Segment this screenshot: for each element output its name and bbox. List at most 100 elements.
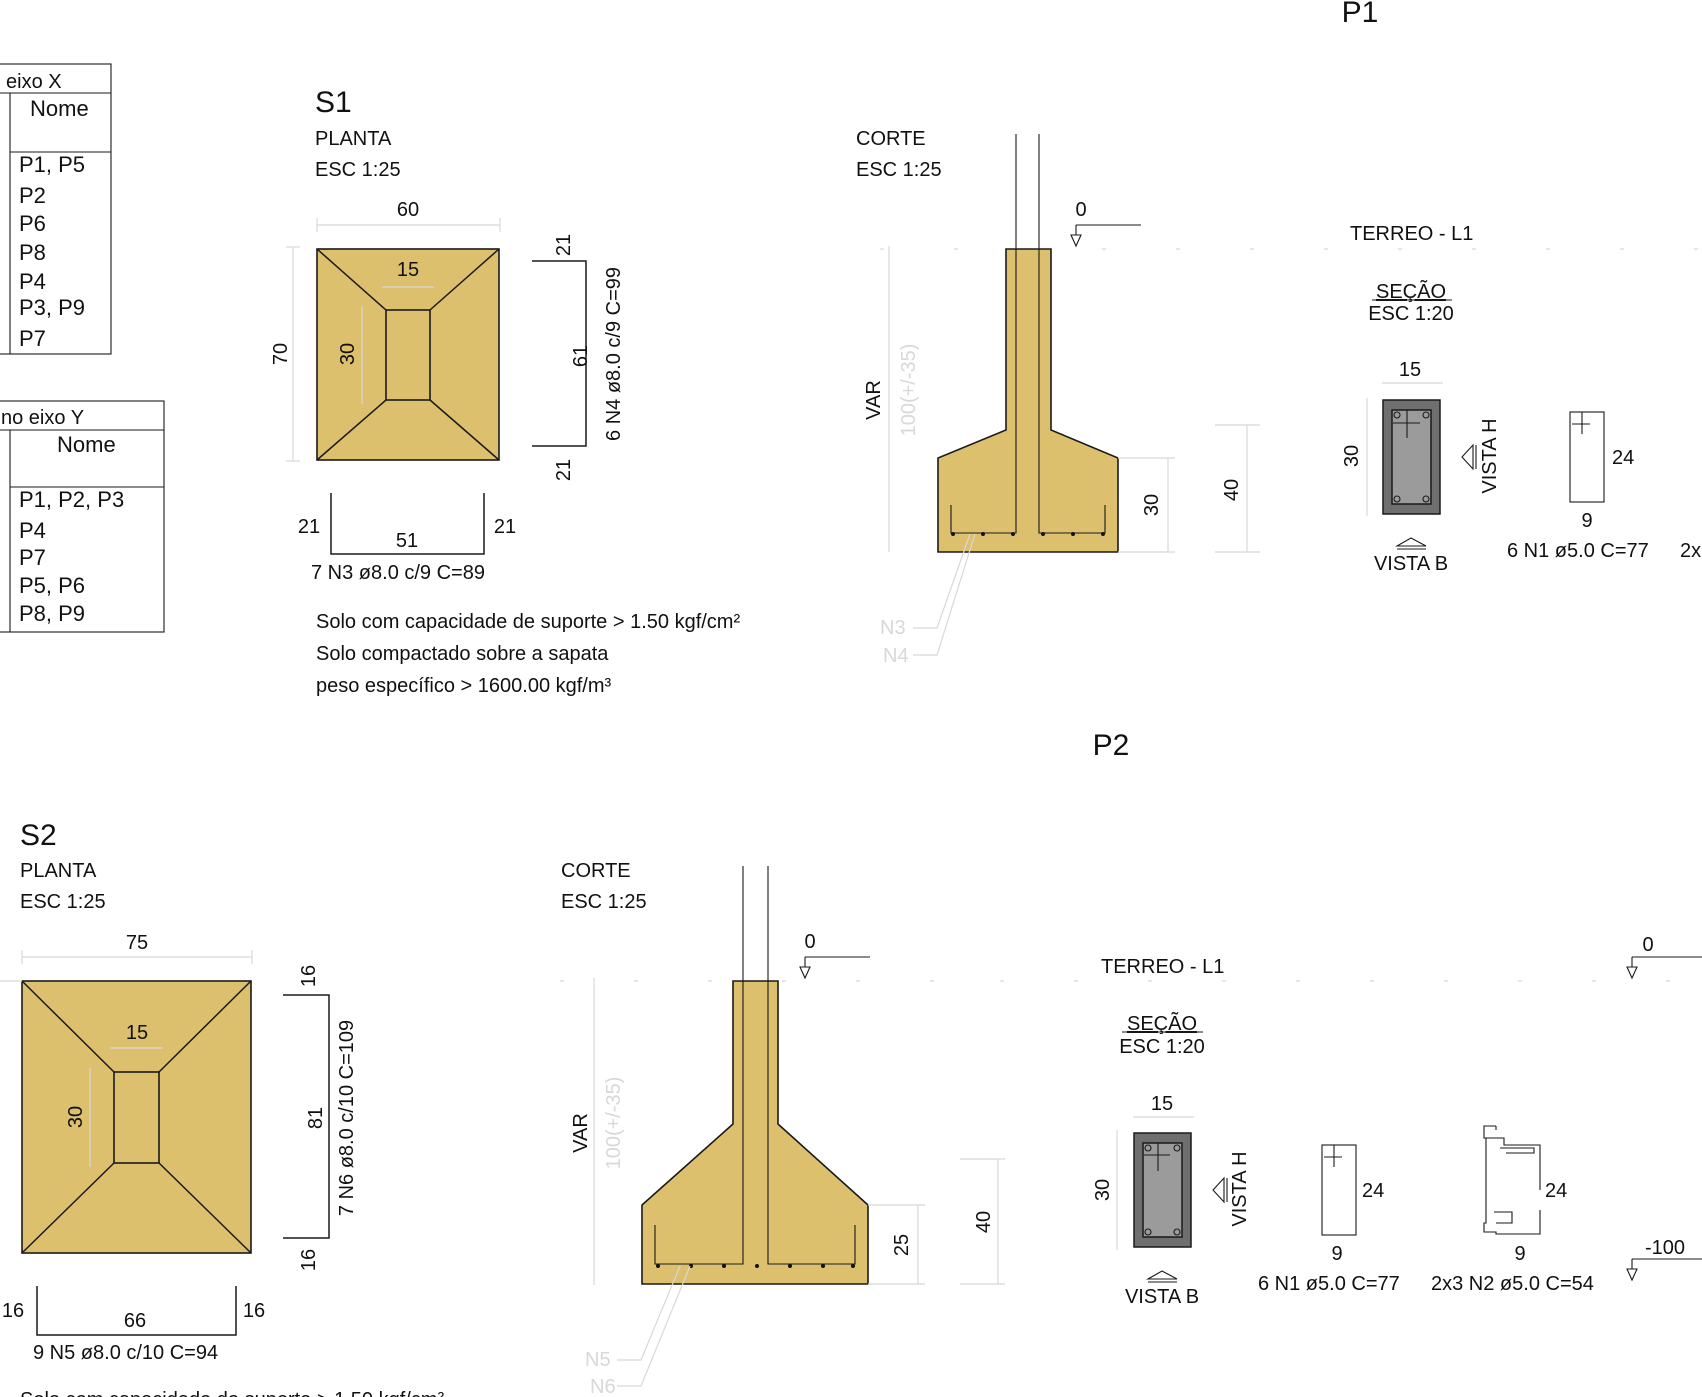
s2-level-marker (799, 966, 811, 980)
p2-view-h: VISTA H (1229, 1151, 1251, 1226)
p1-section-scale: ESC 1:20 (1368, 303, 1454, 325)
table-y-row: P7 (19, 545, 46, 570)
p2-title: P2 (1093, 729, 1130, 762)
s2-side-bot: 16 (298, 1249, 320, 1271)
s2-callout-a: N5 (585, 1349, 611, 1371)
p2-pillar-section (1142, 1142, 1183, 1238)
s2-side-top: 16 (298, 965, 320, 987)
s1-corte-scale: ESC 1:25 (856, 159, 942, 181)
s2-note: Solo com capacidade de suporte > 1.50 kg… (20, 1389, 444, 1397)
s2-footing-section (641, 980, 869, 1285)
table-x-row: P6 (19, 211, 46, 236)
p1-stirrup-shape (1569, 411, 1605, 503)
s2-section: CORTE ESC 1:25 0 VAR 100(+/-35) 25 (560, 860, 1005, 1397)
p2-section-scale: ESC 1:20 (1119, 1036, 1205, 1058)
s1-side-bot: 21 (553, 459, 575, 481)
s2-level-label: 0 (804, 931, 815, 953)
s2-plan-scale: ESC 1:25 (20, 891, 106, 913)
s1-pillar-outline (385, 309, 431, 401)
s1-title: S1 (315, 86, 352, 119)
table-y-title: no eixo Y (1, 407, 84, 429)
s2-corte-title: CORTE (561, 860, 631, 882)
table-x-row: P1, P5 (19, 152, 85, 177)
s1-plan-title: PLANTA (315, 128, 392, 150)
table-eixo-x: eixo X Nome P1, P5 P2 P6 P8 P4 P3, P9 P7 (0, 63, 112, 355)
p2-pillar: P2 TERREO - L1 SEÇÃO ESC 1:20 15 30 VIST… (1000, 729, 1702, 1308)
p1-title: P1 (1342, 0, 1379, 29)
s1-note: peso específico > 1600.00 kgf/m³ (316, 675, 612, 697)
s1-callout-a: N3 (880, 617, 906, 639)
p1-view-h: VISTA H (1479, 418, 1501, 493)
p2-section-title: SEÇÃO (1127, 1011, 1197, 1035)
p2-stirrup1-shape (1321, 1144, 1357, 1236)
p2-level-top: 0 (1642, 934, 1653, 956)
s1-corte-title: CORTE (856, 128, 926, 150)
s1-note: Solo com capacidade de suporte > 1.50 kg… (316, 611, 740, 633)
s1-width-dim: 60 (397, 199, 419, 221)
table-y-row: P8, P9 (19, 601, 85, 626)
table-eixo-y: no eixo Y Nome P1, P2, P3 P4 P7 P5, P6 P… (0, 400, 165, 633)
p1-section-title: SEÇÃO (1376, 279, 1446, 303)
p1-stirrup-w: 9 (1581, 510, 1592, 532)
p1-width: 15 (1399, 359, 1421, 381)
s1-note: Solo compactado sobre a sapata (316, 643, 609, 665)
s2-corte-scale: ESC 1:25 (561, 891, 647, 913)
p1-pillar: P1 TERREO - L1 SEÇÃO ESC 1:20 15 30 VIST… (1250, 0, 1702, 575)
s1-rebar-dots (951, 532, 1105, 536)
s2-side-mid: 81 (305, 1107, 327, 1129)
s1-bar-n4-shape (532, 260, 587, 447)
p1-height: 30 (1341, 445, 1363, 467)
s2-total-height: 40 (973, 1211, 995, 1233)
table-x-row: P8 (19, 240, 46, 265)
s2-title: S2 (20, 819, 57, 852)
table-y-row: P4 (19, 518, 46, 543)
s1-level-marker (1070, 234, 1082, 248)
p2-view-b: VISTA B (1125, 1286, 1199, 1308)
p2-level-bot-marker (1626, 1268, 1638, 1282)
s2-var-label: VAR (570, 1113, 592, 1153)
s2-bar-right-label: 7 N6 ø8.0 c/10 C=109 (336, 1020, 358, 1216)
p2-level-top-marker (1626, 966, 1638, 980)
table-x-row: P7 (19, 326, 46, 351)
s2-width-dim: 75 (126, 932, 148, 954)
table-x-header: Nome (30, 96, 89, 121)
s1-bot-left: 21 (298, 516, 320, 538)
s1-pillar-height: 30 (337, 343, 359, 365)
s2-bot-mid: 66 (124, 1310, 146, 1332)
s1-bar-bottom-label: 7 N3 ø8.0 c/9 C=89 (311, 562, 485, 584)
p2-stirrup1-w: 9 (1331, 1243, 1342, 1265)
p2-stirrup2-w: 9 (1514, 1243, 1525, 1265)
s1-side-top: 21 (553, 234, 575, 256)
s1-plan: S1 PLANTA ESC 1:25 60 70 15 30 21 61 21 … (270, 86, 740, 697)
table-y-row: P5, P6 (19, 573, 85, 598)
s1-bot-right: 21 (494, 516, 516, 538)
s2-callout-b: N6 (590, 1376, 616, 1397)
p2-level-bot: -100 (1645, 1237, 1685, 1259)
table-y-header: Nome (57, 432, 116, 457)
s1-bar-right-label: 6 N4 ø8.0 c/9 C=99 (603, 267, 625, 441)
s1-bar-n3-shape (330, 493, 485, 555)
s1-base-height: 30 (1141, 494, 1163, 516)
p2-bars1: 6 N1 ø5.0 C=77 (1258, 1273, 1400, 1295)
s2-bar-n6-shape (283, 994, 330, 1239)
p1-stirrup-h: 24 (1612, 447, 1634, 469)
s1-callout-b: N4 (883, 645, 909, 667)
p2-height: 30 (1092, 1179, 1114, 1201)
s2-pillar-height: 30 (65, 1106, 87, 1128)
s1-pillar-width: 15 (397, 259, 419, 281)
table-x-title: eixo X (6, 71, 62, 93)
p2-floor: TERREO - L1 (1101, 956, 1224, 978)
table-x-row: P3, P9 (19, 295, 85, 320)
s2-base-height: 25 (891, 1234, 913, 1256)
s2-bot-right: 16 (243, 1300, 265, 1322)
p1-bars: 6 N1 ø5.0 C=77 (1507, 540, 1649, 562)
table-y-row: P1, P2, P3 (19, 487, 124, 512)
s2-bar-n5-shape (36, 1286, 237, 1336)
s1-section: CORTE ESC 1:25 0 VAR 100(+/-35) 30 (856, 128, 1260, 667)
p1-floor: TERREO - L1 (1350, 223, 1473, 245)
s2-plan-title: PLANTA (20, 860, 97, 882)
s2-pillar-outline (113, 1071, 160, 1164)
table-x-row: P4 (19, 269, 46, 294)
s1-side-mid: 61 (570, 345, 592, 367)
